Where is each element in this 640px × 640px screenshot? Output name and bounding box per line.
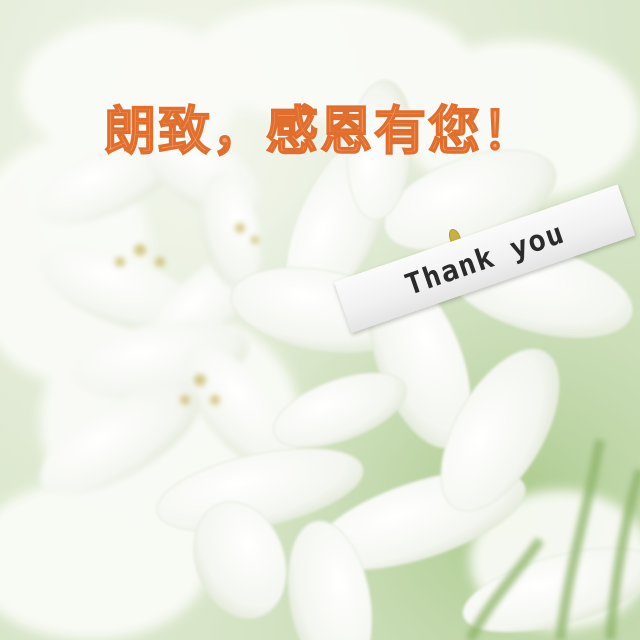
greeting-headline: 朗致，感恩有您！ [103,102,537,162]
